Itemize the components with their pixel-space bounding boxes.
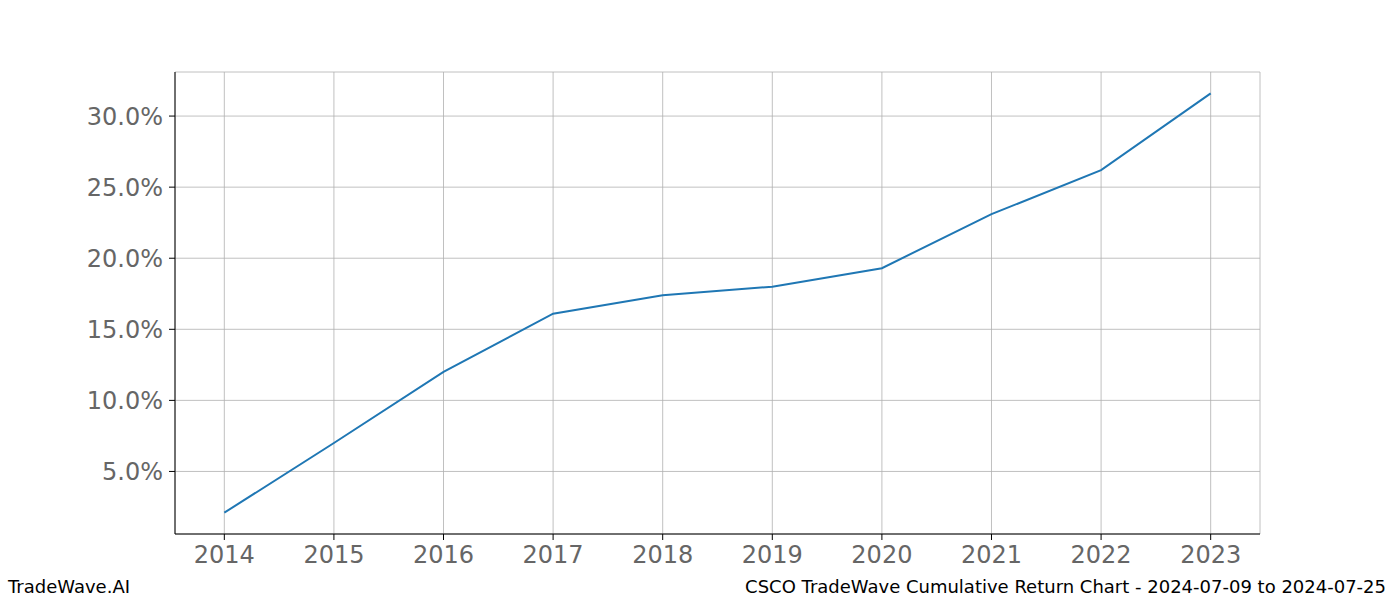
- svg-text:2022: 2022: [1071, 541, 1132, 569]
- svg-text:30.0%: 30.0%: [87, 103, 163, 131]
- svg-text:25.0%: 25.0%: [87, 174, 163, 202]
- html-text:TradeWave.AI: TradeWave.AI: [8, 576, 130, 597]
- svg-text:10.0%: 10.0%: [87, 387, 163, 415]
- html-text:CSCO TradeWave Cumulative Retu: CSCO TradeWave Cumulative Return Chart -…: [745, 576, 1386, 597]
- svg-text:2016: 2016: [413, 541, 474, 569]
- svg-text:2017: 2017: [523, 541, 584, 569]
- svg-text:20.0%: 20.0%: [87, 245, 163, 273]
- svg-text:2018: 2018: [632, 541, 693, 569]
- svg-text:15.0%: 15.0%: [87, 316, 163, 344]
- svg-text:2020: 2020: [851, 541, 912, 569]
- svg-text:2021: 2021: [961, 541, 1022, 569]
- svg-text:2014: 2014: [194, 541, 255, 569]
- svg-text:5.0%: 5.0%: [102, 458, 163, 486]
- svg-text:2023: 2023: [1180, 541, 1241, 569]
- svg-text:2015: 2015: [303, 541, 364, 569]
- svg-text:2019: 2019: [742, 541, 803, 569]
